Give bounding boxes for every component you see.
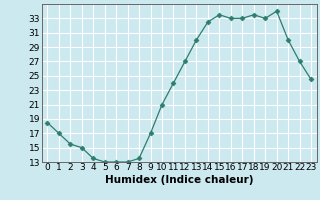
X-axis label: Humidex (Indice chaleur): Humidex (Indice chaleur) [105,175,253,185]
